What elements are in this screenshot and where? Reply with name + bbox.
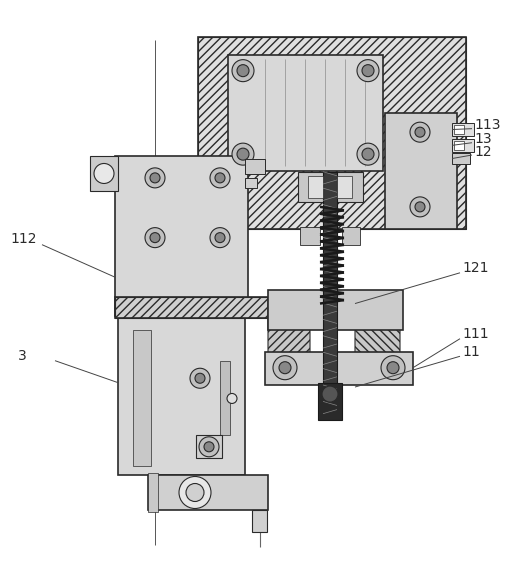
- Bar: [318, 383, 342, 420]
- Polygon shape: [268, 299, 310, 360]
- Bar: [452, 139, 474, 152]
- Bar: [198, 38, 466, 229]
- Bar: [454, 125, 464, 134]
- Circle shape: [204, 442, 214, 452]
- Bar: [115, 297, 343, 318]
- Bar: [308, 176, 323, 198]
- Bar: [323, 172, 337, 418]
- Circle shape: [195, 373, 205, 383]
- Circle shape: [179, 476, 211, 509]
- Circle shape: [150, 173, 160, 183]
- Circle shape: [232, 143, 254, 165]
- Circle shape: [387, 362, 399, 374]
- Bar: [198, 38, 466, 229]
- Bar: [245, 178, 257, 189]
- Bar: [90, 156, 118, 191]
- Bar: [133, 330, 151, 466]
- Bar: [148, 475, 268, 510]
- Circle shape: [410, 197, 430, 217]
- Circle shape: [237, 64, 249, 77]
- Bar: [300, 227, 320, 245]
- Circle shape: [232, 60, 254, 81]
- Bar: [452, 124, 474, 136]
- Circle shape: [199, 437, 219, 457]
- Bar: [452, 154, 470, 164]
- Bar: [342, 227, 360, 245]
- Text: 11: 11: [462, 345, 480, 359]
- Text: 113: 113: [474, 118, 501, 132]
- Circle shape: [381, 356, 405, 380]
- Circle shape: [210, 227, 230, 248]
- Text: 3: 3: [18, 349, 27, 363]
- Bar: [385, 113, 457, 229]
- Bar: [454, 141, 464, 150]
- Bar: [220, 360, 230, 435]
- Text: 13: 13: [474, 132, 492, 146]
- Circle shape: [357, 60, 379, 81]
- Circle shape: [322, 386, 338, 402]
- Bar: [228, 55, 383, 171]
- Bar: [115, 297, 343, 318]
- Circle shape: [190, 368, 210, 389]
- Circle shape: [94, 163, 114, 183]
- Bar: [337, 176, 352, 198]
- Text: 111: 111: [462, 328, 489, 341]
- Circle shape: [215, 233, 225, 243]
- Bar: [268, 291, 403, 330]
- Circle shape: [150, 233, 160, 243]
- Polygon shape: [355, 295, 400, 369]
- Text: 121: 121: [462, 261, 489, 275]
- Text: 12: 12: [474, 145, 492, 159]
- Bar: [148, 473, 158, 512]
- Circle shape: [215, 173, 225, 183]
- Circle shape: [362, 148, 374, 160]
- Bar: [265, 352, 413, 385]
- Circle shape: [145, 227, 165, 248]
- Bar: [118, 318, 245, 475]
- Bar: [115, 156, 248, 316]
- Circle shape: [415, 127, 425, 137]
- Circle shape: [415, 202, 425, 212]
- Bar: [298, 172, 363, 203]
- Bar: [196, 435, 222, 458]
- Bar: [252, 510, 267, 532]
- Circle shape: [210, 168, 230, 188]
- Circle shape: [410, 122, 430, 142]
- Bar: [245, 159, 265, 175]
- Circle shape: [186, 483, 204, 502]
- Circle shape: [279, 362, 291, 374]
- Circle shape: [227, 393, 237, 403]
- Circle shape: [273, 356, 297, 380]
- Circle shape: [357, 143, 379, 165]
- Circle shape: [145, 168, 165, 188]
- Circle shape: [362, 64, 374, 77]
- Text: 112: 112: [10, 233, 37, 246]
- Circle shape: [237, 148, 249, 160]
